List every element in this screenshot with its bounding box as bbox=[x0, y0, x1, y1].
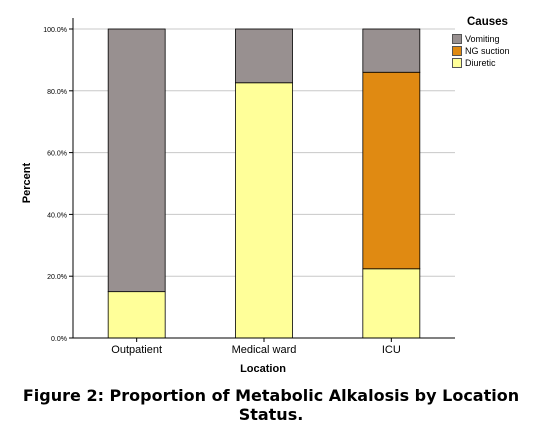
legend: Causes Vomiting NG suction Diuretic bbox=[447, 16, 510, 69]
legend-label: NG suction bbox=[465, 46, 510, 56]
y-tick-label: 20.0% bbox=[47, 274, 67, 281]
y-tick-label: 60.0% bbox=[47, 151, 67, 158]
bar-segment-diuretic bbox=[362, 268, 421, 339]
x-tick-label: ICU bbox=[382, 344, 401, 356]
legend-item-ng-suction: NG suction bbox=[452, 45, 510, 57]
y-tick-labels: 0.0% 20.0% 40.0% 60.0% 80.0% 100.0% bbox=[43, 27, 73, 343]
bar-segment-diuretic bbox=[107, 291, 166, 339]
y-tick-label: 40.0% bbox=[47, 212, 67, 219]
legend-swatch-ng-suction bbox=[452, 46, 462, 56]
figure-caption: Figure 2: Proportion of Metabolic Alkalo… bbox=[22, 386, 520, 424]
legend-item-vomiting: Vomiting bbox=[452, 33, 510, 45]
bar-segment-vomiting bbox=[107, 28, 166, 293]
y-tick-label: 0.0% bbox=[51, 336, 67, 343]
bar-segment-vomiting bbox=[235, 28, 293, 84]
legend-label: Vomiting bbox=[465, 34, 500, 44]
y-tick-label: 80.0% bbox=[47, 89, 67, 96]
bar-segment-ng-suction bbox=[362, 71, 421, 270]
y-tick-label: 100.0% bbox=[43, 27, 67, 34]
legend-label: Diuretic bbox=[465, 58, 496, 68]
legend-item-diuretic: Diuretic bbox=[452, 57, 510, 69]
x-axis-label: Location bbox=[240, 363, 286, 375]
x-tick-label: Medical ward bbox=[232, 344, 297, 356]
legend-swatch-diuretic bbox=[452, 58, 462, 68]
legend-swatch-vomiting bbox=[452, 34, 462, 44]
legend-title: Causes bbox=[467, 16, 508, 28]
y-axis-label: Percent bbox=[21, 162, 33, 203]
x-tick-label: Outpatient bbox=[111, 344, 162, 356]
x-tick-labels: Outpatient Medical ward ICU bbox=[111, 338, 401, 356]
bars bbox=[107, 28, 421, 339]
bar-segment-vomiting bbox=[362, 28, 421, 73]
bar-segment-diuretic bbox=[235, 82, 293, 339]
stacked-bar-chart: 0.0% 20.0% 40.0% 60.0% 80.0% 100.0% Outpatien… bbox=[21, 18, 455, 375]
